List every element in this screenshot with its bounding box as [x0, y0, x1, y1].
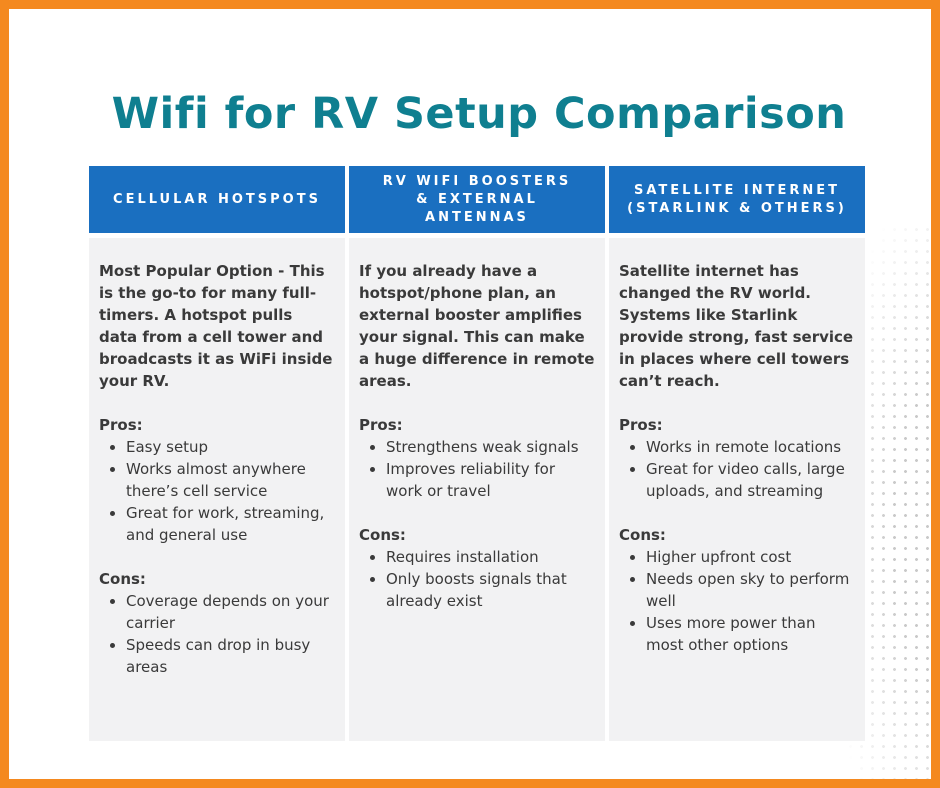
- list-item: Needs open sky to perform well: [630, 568, 855, 612]
- list-item: Speeds can drop in busy areas: [110, 634, 335, 678]
- pros-list: Strengthens weak signals Improves reliab…: [359, 436, 595, 502]
- list-item: Coverage depends on your carrier: [110, 590, 335, 634]
- pros-label: Pros:: [359, 416, 403, 434]
- column-satellite-internet: SATELLITE INTERNET (STARLINK & OTHERS) S…: [609, 166, 865, 741]
- column-intro: If you already have a hotspot/phone plan…: [359, 260, 595, 392]
- column-intro-text: Most Popular Option - This is the go-to …: [99, 262, 333, 390]
- column-header-line: SATELLITE INTERNET: [634, 182, 840, 198]
- column-header-line: ANTENNAS: [425, 209, 529, 225]
- list-item: Great for work, streaming, and general u…: [110, 502, 335, 546]
- column-header: CELLULAR HOTSPOTS: [89, 166, 345, 233]
- list-item: Only boosts signals that already exist: [370, 568, 595, 612]
- pros-list: Easy setup Works almost anywhere there’s…: [99, 436, 335, 546]
- column-header-line: (STARLINK & OTHERS): [627, 200, 847, 216]
- column-header: SATELLITE INTERNET (STARLINK & OTHERS): [609, 166, 865, 233]
- column-body: Most Popular Option - This is the go-to …: [89, 238, 345, 741]
- list-item: Requires installation: [370, 546, 595, 568]
- column-intro-text: Satellite internet has changed the RV wo…: [619, 262, 854, 390]
- list-item: Works in remote locations: [630, 436, 855, 458]
- page-title: Wifi for RV Setup Comparison: [111, 89, 847, 139]
- list-item: Strengthens weak signals: [370, 436, 595, 458]
- cons-list: Higher upfront cost Needs open sky to pe…: [619, 546, 855, 656]
- list-item: Uses more power than most other options: [630, 612, 855, 656]
- column-body: Satellite internet has changed the RV wo…: [609, 238, 865, 741]
- cons-label: Cons:: [619, 526, 666, 544]
- column-intro: Most Popular Option - This is the go-to …: [99, 260, 335, 392]
- cons-label: Cons:: [359, 526, 406, 544]
- column-header-line: CELLULAR HOTSPOTS: [113, 191, 321, 207]
- column-body: If you already have a hotspot/phone plan…: [349, 238, 605, 741]
- column-header: RV WIFI BOOSTERS & EXTERNAL ANTENNAS: [349, 166, 605, 233]
- column-header-line: & EXTERNAL: [416, 191, 538, 207]
- comparison-table: CELLULAR HOTSPOTS Most Popular Option - …: [89, 166, 865, 741]
- cons-label: Cons:: [99, 570, 146, 588]
- column-intro-text: If you already have a hotspot/phone plan…: [359, 262, 595, 390]
- column-header-line: RV WIFI BOOSTERS: [382, 173, 572, 189]
- pros-label: Pros:: [99, 416, 143, 434]
- cons-list: Requires installation Only boosts signal…: [359, 546, 595, 612]
- list-item: Easy setup: [110, 436, 335, 458]
- list-item: Improves reliability for work or travel: [370, 458, 595, 502]
- list-item: Works almost anywhere there’s cell servi…: [110, 458, 335, 502]
- cons-list: Coverage depends on your carrier Speeds …: [99, 590, 335, 678]
- pros-label: Pros:: [619, 416, 663, 434]
- column-wifi-boosters: RV WIFI BOOSTERS & EXTERNAL ANTENNAS If …: [349, 166, 605, 741]
- column-cellular-hotspots: CELLULAR HOTSPOTS Most Popular Option - …: [89, 166, 345, 741]
- list-item: Higher upfront cost: [630, 546, 855, 568]
- pros-list: Works in remote locations Great for vide…: [619, 436, 855, 502]
- list-item: Great for video calls, large uploads, an…: [630, 458, 855, 502]
- column-intro: Satellite internet has changed the RV wo…: [619, 260, 855, 392]
